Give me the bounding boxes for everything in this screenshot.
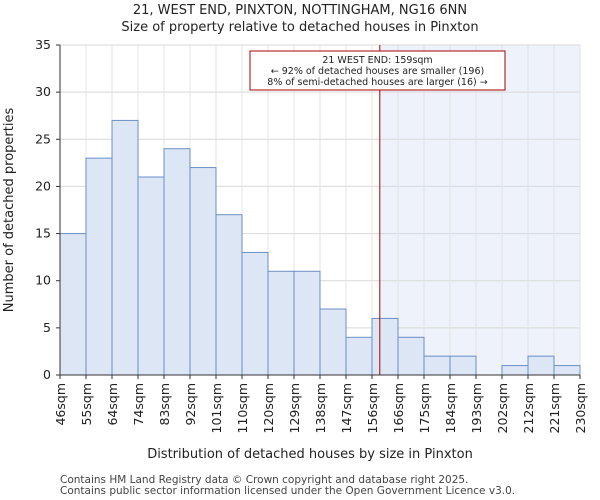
x-tick-label: 184sqm [443,383,458,433]
x-tick-label: 110sqm [235,383,250,433]
histogram-bar [215,214,243,376]
histogram-bar [371,317,399,376]
annotation-line-2: ← 92% of detached houses are smaller (19… [271,66,484,77]
x-tick-label: 129sqm [287,383,302,433]
x-tick-label: 138sqm [313,383,328,433]
histogram-bar [59,233,87,376]
y-tick-label: 0 [43,367,51,382]
histogram-bar [85,157,113,376]
histogram-bar [553,365,581,376]
y-tick-label: 10 [35,273,51,288]
histogram-bar [501,365,529,376]
x-tick-label: 202sqm [495,383,510,433]
histogram-bar [111,119,139,376]
x-tick-label: 83sqm [157,383,172,426]
histogram-bar [293,270,321,376]
x-tick-label: 221sqm [547,383,562,433]
x-tick-label: 193sqm [469,383,484,433]
histogram-bar [163,148,191,376]
histogram-bar [397,336,425,376]
x-tick-label: 147sqm [339,383,354,433]
annotation-box [249,50,506,91]
larger-region-shade [379,45,580,375]
x-tick-label: 212sqm [521,383,536,433]
chart-subtitle: Size of property relative to detached ho… [121,20,479,35]
y-axis-title: Number of detached properties [2,108,17,313]
x-tick-label: 46sqm [53,383,68,426]
y-tick-label: 5 [43,320,51,335]
y-tick-label: 35 [35,37,51,52]
histogram-bar [189,167,217,376]
x-tick-label: 92sqm [183,383,198,426]
x-tick-label: 74sqm [131,383,146,426]
footer-credit-1: Contains HM Land Registry data © Crown c… [60,474,469,486]
annotation-line-3: 8% of semi-detached houses are larger (1… [267,77,487,88]
footer-credit-2: Contains public sector information licen… [60,485,516,497]
x-tick-label: 64sqm [105,383,120,426]
y-tick-label: 20 [35,178,51,193]
x-tick-label: 120sqm [261,383,276,433]
chart-title: 21, WEST END, PINXTON, NOTTINGHAM, NG16 … [132,3,468,18]
histogram-bar [449,355,477,376]
x-tick-label: 166sqm [391,383,406,433]
y-tick-label: 15 [35,226,51,241]
y-tick-label: 25 [35,131,51,146]
histogram-bar [345,336,373,376]
x-axis-title: Distribution of detached houses by size … [147,447,473,462]
x-tick-label: 230sqm [573,383,588,433]
histogram-bar [527,355,555,376]
histogram-bar [267,270,295,376]
x-tick-label: 175sqm [417,383,432,433]
histogram-bar [319,308,347,376]
histogram-bar [423,355,451,376]
x-tick-label: 55sqm [79,383,94,426]
histogram-bar [241,251,269,376]
y-tick-label: 30 [35,84,51,99]
x-tick-label: 156sqm [365,383,380,433]
histogram-bar [137,176,165,376]
x-tick-label: 101sqm [209,383,224,433]
annotation-line-1: 21 WEST END: 159sqm [322,55,432,66]
